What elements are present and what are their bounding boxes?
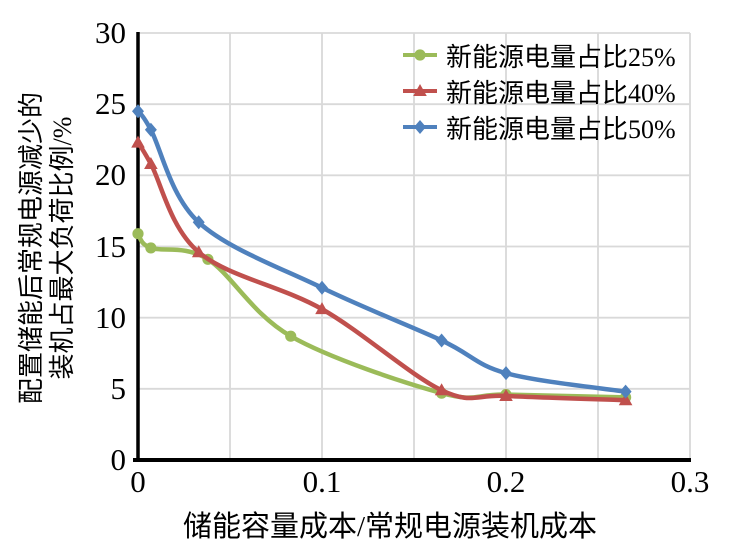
data-point-marker — [619, 384, 632, 399]
data-point-marker — [435, 333, 448, 348]
legend-marker-diamond-icon — [403, 120, 437, 134]
data-point-marker — [192, 215, 205, 230]
y-tick-label: 10 — [95, 299, 126, 335]
legend-item-50: 新能源电量占比50% — [402, 109, 676, 145]
y-axis-title-line2: 装机占最大负荷比例/% — [48, 116, 77, 380]
data-point-marker — [434, 383, 449, 396]
x-tick-label: 0.2 — [486, 464, 526, 499]
data-point-marker — [413, 84, 427, 96]
legend-label: 新能源电量占比40% — [446, 78, 676, 108]
legend-item-40: 新能源电量占比40% — [402, 73, 676, 109]
x-tick-label: 0.3 — [670, 464, 710, 499]
data-point-marker — [144, 156, 158, 169]
data-point-marker — [316, 280, 328, 295]
data-point-marker — [132, 104, 144, 119]
data-point-marker — [414, 120, 426, 134]
data-point-marker — [144, 122, 157, 137]
x-axis-title: 储能容量成本/常规电源装机成本 — [182, 511, 598, 543]
y-axis-title-line1: 配置储能后常规电源减少的 — [17, 92, 46, 405]
data-point-marker — [499, 388, 513, 401]
y-tick-label: 25 — [95, 86, 126, 122]
y-tick-label: 0 — [110, 442, 127, 477]
data-point-marker — [414, 49, 426, 61]
data-point-marker — [132, 228, 144, 240]
data-point-marker — [315, 302, 329, 315]
legend-marker-circle-icon — [403, 49, 437, 61]
data-point-marker — [618, 393, 633, 406]
y-tick-label: 30 — [95, 15, 126, 50]
x-tick-label: 0.1 — [302, 464, 342, 499]
x-tick-label: 0 — [130, 464, 146, 499]
legend: 新能源电量占比25% 新能源电量占比40% 新能源电量占比50% — [402, 37, 676, 145]
series-line-1 — [135, 140, 628, 403]
data-point-marker — [145, 242, 157, 254]
y-tick-label: 20 — [95, 157, 126, 193]
data-point-marker — [131, 135, 145, 148]
y-axis-title: 配置储能后常规电源减少的 装机占最大负荷比例/% — [16, 17, 78, 479]
data-point-marker — [191, 245, 206, 258]
y-tick-label: 15 — [95, 228, 126, 264]
data-point-marker — [500, 366, 512, 381]
data-point-marker — [285, 330, 297, 342]
legend-marker-triangle-icon — [403, 84, 437, 96]
legend-label: 新能源电量占比50% — [446, 114, 676, 144]
y-tick-label: 5 — [110, 370, 127, 406]
legend-label: 新能源电量占比25% — [446, 42, 676, 72]
legend-item-25: 新能源电量占比25% — [402, 37, 676, 73]
